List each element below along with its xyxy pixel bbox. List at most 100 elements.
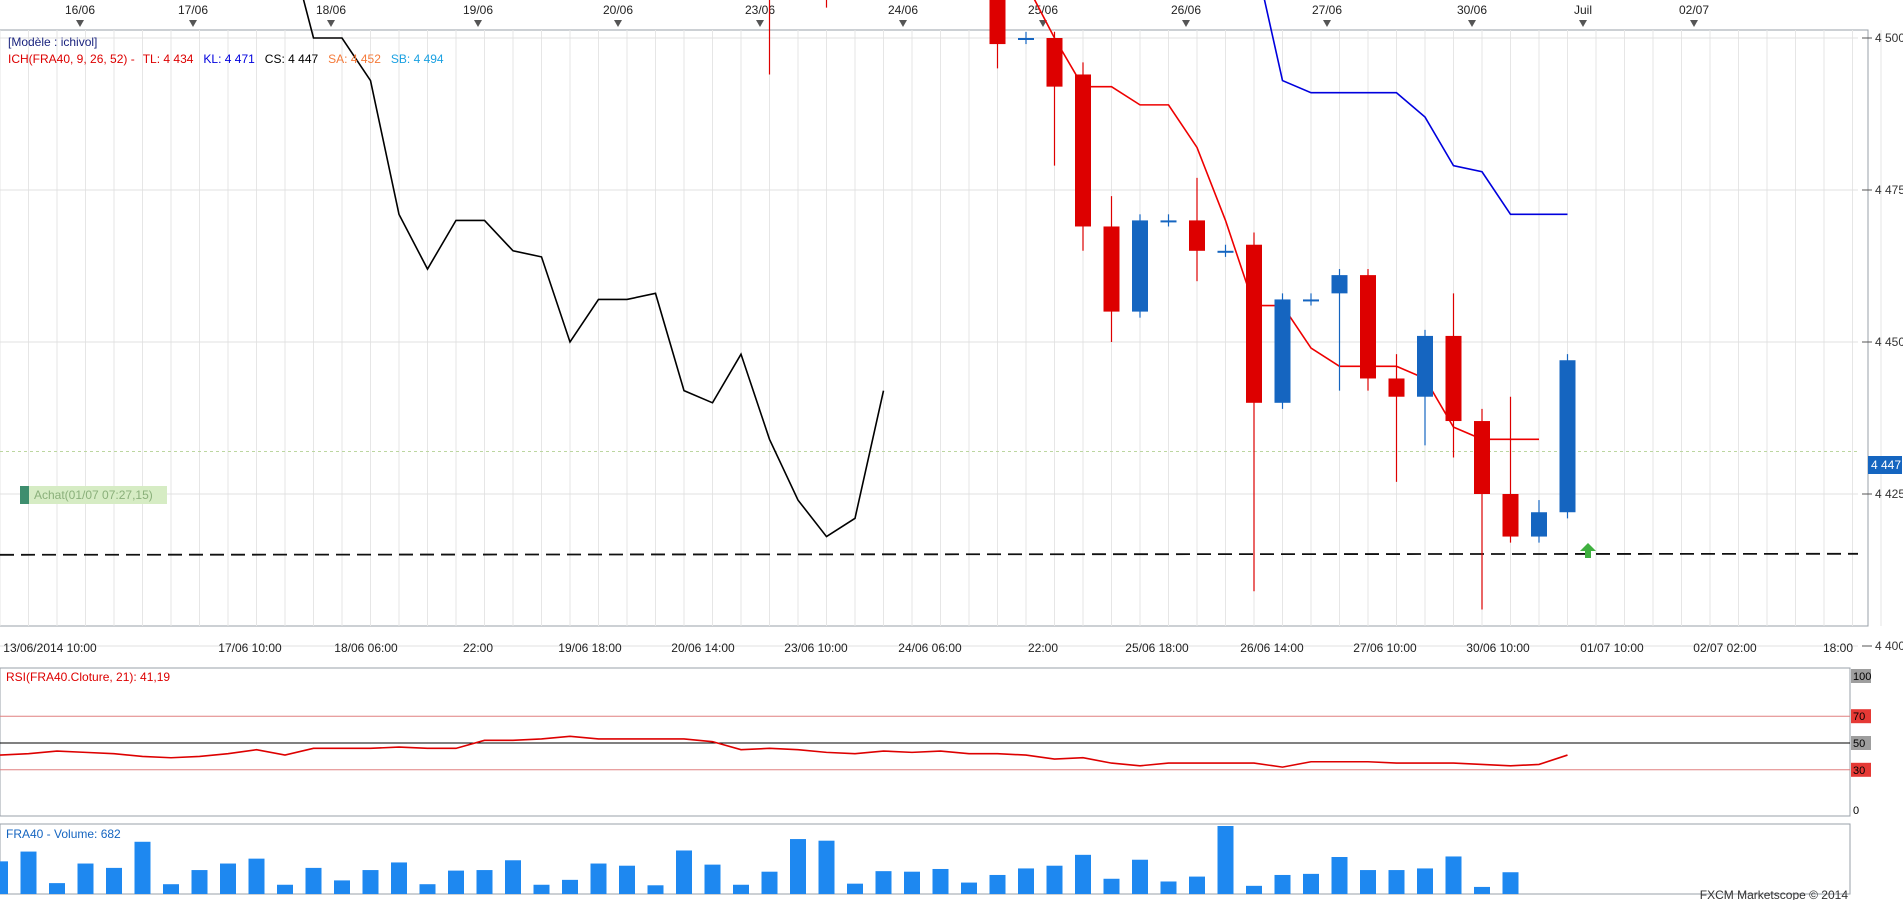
time-axis-label: 24/06 06:00 (898, 641, 962, 655)
volume-bar (20, 851, 37, 894)
header-date-marker-icon (189, 20, 197, 27)
header-date-marker-icon (327, 20, 335, 27)
volume-bar (904, 871, 920, 894)
header-date-label: 18/06 (316, 3, 346, 17)
rsi-tick-tag (1851, 762, 1871, 777)
volume-bar (704, 864, 721, 894)
rsi-tick-label: 100 (1853, 671, 1871, 683)
time-axis-label: 18/06 06:00 (334, 641, 398, 655)
header-date-label: 19/06 (463, 3, 493, 17)
price-tick-label: 4 450 (1875, 335, 1903, 349)
header-date-label: 23/06 (745, 3, 775, 17)
volume-bar (305, 867, 322, 894)
current-price-tag (1868, 456, 1902, 474)
volume-bar (1360, 870, 1376, 894)
volume-bar (1303, 873, 1319, 894)
candle-body-bear (1388, 378, 1405, 397)
rsi-tick-label: 50 (1853, 738, 1865, 750)
achat-label-box[interactable] (29, 486, 167, 504)
volume-bar (818, 840, 835, 894)
candle-body-bull (1160, 220, 1177, 223)
volume-bar (590, 863, 607, 894)
achat-marker-handle[interactable] (20, 486, 29, 504)
time-axis-label: 02/07 02:00 (1693, 641, 1757, 655)
candle-body-bear (1502, 494, 1519, 537)
volume-bar (49, 883, 65, 894)
volume-bar (334, 880, 350, 894)
volume-bar (1132, 859, 1148, 894)
header-date-label: 30/06 (1457, 3, 1487, 17)
kijun-line (1263, 0, 1568, 216)
volume-bar (1331, 857, 1348, 894)
volume-bars (0, 826, 1519, 894)
candle-body-bull (1274, 299, 1291, 403)
candle-body-bear (1360, 275, 1376, 379)
buy-arrow-icon (1580, 543, 1596, 558)
volume-label: FRA40 - Volume: 682 (6, 827, 121, 841)
time-axis-label: 23/06 10:00 (784, 641, 848, 655)
volume-bar (476, 870, 493, 894)
main-panel-frame (0, 29, 1869, 627)
volume-bar (733, 884, 749, 894)
time-axis-label: 13/06/2014 10:00 (3, 641, 97, 655)
volume-bar (1417, 868, 1433, 894)
volume-bar (989, 874, 1006, 894)
volume-bar (106, 867, 122, 894)
time-axis-label: 17/06 10:00 (218, 641, 282, 655)
time-axis-label: 30/06 10:00 (1466, 641, 1530, 655)
current-price-label: 4 447 (1871, 458, 1901, 472)
candle-body-bear (1103, 226, 1120, 312)
header-date-label: 27/06 (1312, 3, 1342, 17)
volume-bar (1246, 885, 1262, 894)
candle-body-bull (1559, 360, 1576, 513)
volume-bar (562, 879, 578, 894)
header-date-marker-icon (1182, 20, 1190, 27)
legend-sa: SA: 4 452 (328, 52, 381, 66)
volume-bar (134, 841, 151, 894)
rsi-tick-label: 0 (1853, 805, 1859, 817)
volume-bar (875, 871, 892, 894)
volume-bar (1474, 886, 1490, 894)
header-date-label: 26/06 (1171, 3, 1201, 17)
volume-bar (0, 861, 8, 894)
header-date-label: 25/06 (1028, 3, 1058, 17)
legend-tl: TL: 4 434 (143, 52, 194, 66)
chikou-line (302, 0, 885, 538)
rsi-label: RSI(FRA40.Cloture, 21): 41,19 (6, 670, 170, 684)
time-axis-label: 20/06 14:00 (671, 641, 735, 655)
support-line (0, 552, 1859, 556)
volume-bar (676, 850, 692, 894)
legend-sb: SB: 4 494 (391, 52, 444, 66)
rsi-tick-tag (1851, 736, 1871, 750)
volume-bar (1018, 868, 1034, 894)
candle-body-bear (1445, 335, 1462, 422)
header-date-marker-icon (1468, 20, 1476, 27)
time-axis-label: 19/06 18:00 (558, 641, 622, 655)
rsi-line (0, 735, 1568, 768)
footer-credit: FXCM Marketscope © 2014 (1700, 888, 1849, 900)
rsi-tick-tag (1851, 709, 1871, 724)
volume-bar (391, 862, 407, 894)
volume-bar (77, 863, 94, 894)
candle-body-bear (1189, 220, 1205, 251)
volume-bar (419, 884, 436, 894)
rsi-tick-label: 30 (1853, 765, 1865, 777)
header-date-marker-icon (899, 20, 907, 27)
volume-bar (277, 884, 293, 894)
volume-bar (847, 883, 863, 894)
header-date-label: 20/06 (603, 3, 633, 17)
volume-bar (248, 858, 265, 894)
time-axis-label: 01/07 10:00 (1580, 641, 1644, 655)
volume-bar (1445, 856, 1462, 894)
legend-kl: KL: 4 471 (203, 52, 255, 66)
model-label: [Modèle : ichivol] (8, 35, 97, 49)
time-axis-label: 25/06 18:00 (1125, 641, 1189, 655)
candle-body-bear (1075, 74, 1091, 227)
header-date-label: 17/06 (178, 3, 208, 17)
legend-cs: CS: 4 447 (265, 52, 319, 66)
volume-bar (1388, 870, 1405, 894)
candle-body-bull (1417, 335, 1433, 397)
